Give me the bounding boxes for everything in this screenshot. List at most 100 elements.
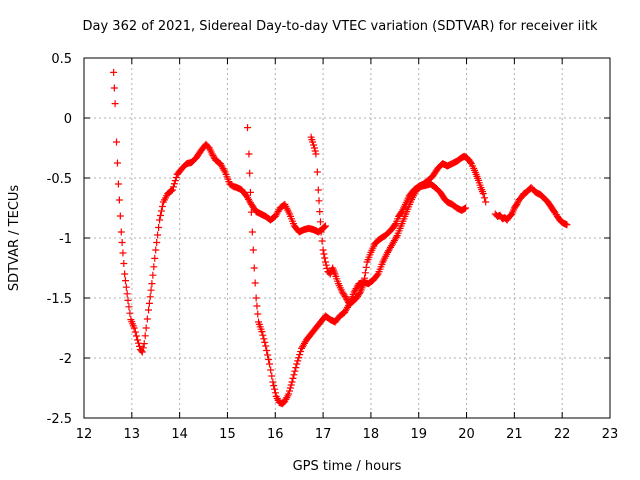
data-point: [172, 174, 180, 182]
data-point: [312, 150, 320, 158]
x-tick-label: 17: [315, 427, 332, 442]
data-point: [392, 233, 400, 241]
data-point: [310, 144, 318, 152]
x-tick-label: 16: [267, 427, 284, 442]
data-point: [252, 294, 260, 302]
data-point: [123, 290, 131, 298]
data-point: [251, 279, 259, 287]
data-point: [287, 381, 295, 389]
x-tick-label: 15: [219, 427, 236, 442]
data-point: [360, 280, 368, 288]
data-point: [244, 124, 252, 132]
data-point: [320, 224, 328, 232]
data-point: [171, 177, 179, 185]
series-arc-4: [491, 184, 571, 229]
data-point: [321, 223, 329, 231]
data-point: [246, 169, 254, 177]
data-point: [479, 190, 487, 198]
data-point: [264, 351, 272, 359]
data-point: [462, 204, 470, 212]
data-point: [131, 328, 139, 336]
data-point: [118, 239, 126, 246]
data-point: [130, 324, 138, 332]
data-point: [315, 197, 323, 205]
x-tick-label: 13: [124, 427, 141, 442]
data-point: [563, 221, 571, 229]
data-point: [320, 250, 328, 258]
data-point: [168, 186, 176, 194]
data-point: [321, 254, 329, 262]
data-point: [141, 332, 149, 340]
data-point: [285, 387, 293, 395]
data-point: [220, 166, 228, 174]
data-point: [149, 271, 157, 279]
data-point: [139, 344, 147, 352]
data-point: [110, 68, 118, 76]
data-point: [267, 366, 275, 374]
data-point: [142, 324, 150, 332]
data-point: [317, 228, 325, 236]
data-point: [250, 264, 258, 272]
data-point: [373, 271, 381, 279]
data-point: [169, 183, 177, 191]
data-point: [289, 374, 297, 382]
data-point: [120, 260, 128, 267]
data-point: [269, 378, 277, 386]
data-point: [125, 303, 133, 311]
data-point: [292, 364, 300, 372]
data-point: [362, 263, 370, 271]
data-point: [246, 188, 254, 196]
data-point: [153, 239, 161, 246]
data-point: [135, 342, 143, 350]
data-point: [148, 280, 156, 288]
data-point: [291, 367, 299, 375]
data-point: [309, 138, 317, 146]
y-tick-label: -1.5: [47, 292, 72, 307]
data-point: [146, 293, 154, 301]
y-tick-label: 0.5: [51, 52, 72, 67]
data-point: [157, 207, 165, 215]
data-point: [290, 371, 298, 379]
data-point: [482, 198, 490, 206]
data-point: [296, 351, 304, 359]
data-point: [361, 274, 369, 282]
series-arc-2: [244, 124, 470, 408]
data-point: [150, 263, 158, 271]
data-point: [316, 208, 324, 216]
data-point: [124, 296, 132, 304]
data-point: [110, 84, 118, 92]
data-point: [209, 152, 217, 159]
data-point: [263, 347, 271, 354]
data-point: [145, 306, 153, 314]
data-point: [288, 378, 296, 386]
data-point: [138, 348, 146, 356]
x-tick-label: 20: [458, 427, 475, 442]
data-point: [513, 200, 521, 208]
x-tick-label: 23: [602, 427, 619, 442]
y-tick-label: -1: [59, 232, 72, 247]
data-point: [247, 208, 255, 216]
data-point: [157, 212, 165, 219]
y-tick-label: -0.5: [47, 172, 72, 187]
data-point: [506, 212, 514, 220]
data-point: [248, 228, 256, 236]
data-point: [321, 222, 329, 230]
data-point: [147, 286, 155, 294]
data-point: [271, 385, 279, 393]
x-tick-label: 18: [363, 427, 380, 442]
data-point: [151, 254, 159, 262]
data-point: [311, 147, 319, 155]
data-point: [152, 246, 160, 254]
data-point: [170, 180, 178, 188]
data-point: [210, 153, 218, 161]
data-point: [154, 231, 162, 239]
data-point: [265, 356, 273, 363]
data-point: [295, 354, 303, 362]
data-point: [361, 269, 369, 277]
data-point: [270, 382, 278, 390]
y-tick-label: 0: [64, 112, 72, 127]
y-tick-label: -2: [59, 352, 72, 367]
data-point: [318, 237, 326, 245]
data-point: [115, 196, 123, 204]
data-point: [310, 141, 318, 149]
